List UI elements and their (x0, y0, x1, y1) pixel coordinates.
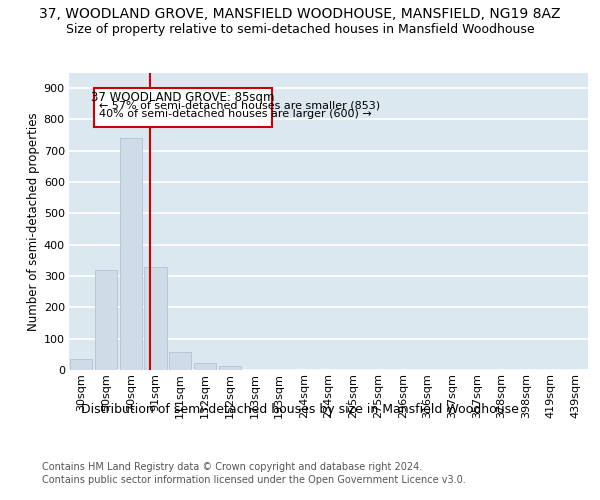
Text: Contains public sector information licensed under the Open Government Licence v3: Contains public sector information licen… (42, 475, 466, 485)
FancyBboxPatch shape (94, 88, 272, 128)
Text: Size of property relative to semi-detached houses in Mansfield Woodhouse: Size of property relative to semi-detach… (65, 22, 535, 36)
Bar (145, 266, 167, 370)
Bar (70, 359, 92, 370)
Text: 37 WOODLAND GROVE: 85sqm: 37 WOODLAND GROVE: 85sqm (91, 92, 275, 104)
Bar (194, 363, 216, 370)
Bar (119, 138, 142, 370)
Bar (169, 352, 191, 370)
Bar (95, 270, 117, 370)
Y-axis label: Number of semi-detached properties: Number of semi-detached properties (26, 112, 40, 330)
Text: Distribution of semi-detached houses by size in Mansfield Woodhouse: Distribution of semi-detached houses by … (81, 402, 519, 415)
Text: 40% of semi-detached houses are larger (600) →: 40% of semi-detached houses are larger (… (99, 108, 372, 118)
Text: ← 57% of semi-detached houses are smaller (853): ← 57% of semi-detached houses are smalle… (99, 100, 380, 110)
Text: Contains HM Land Registry data © Crown copyright and database right 2024.: Contains HM Land Registry data © Crown c… (42, 462, 422, 472)
Text: 37, WOODLAND GROVE, MANSFIELD WOODHOUSE, MANSFIELD, NG19 8AZ: 37, WOODLAND GROVE, MANSFIELD WOODHOUSE,… (39, 8, 561, 22)
Bar (218, 366, 241, 370)
